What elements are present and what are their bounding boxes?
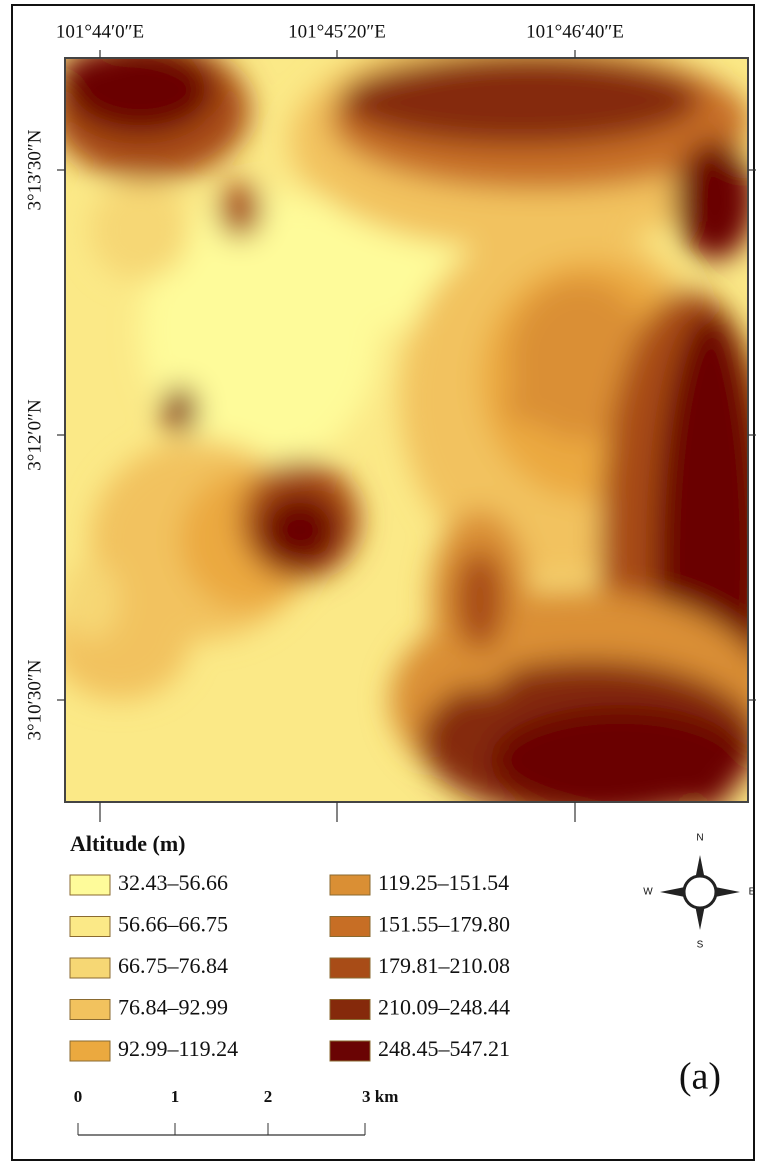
legend-swatch [70, 1000, 110, 1020]
legend-label: 179.81–210.08 [378, 953, 510, 978]
legend-label: 151.55–179.80 [378, 912, 510, 937]
scale-label: 3 km [362, 1087, 398, 1106]
latitude-label: 3°10′30″N [24, 659, 45, 740]
legend-swatch [330, 875, 370, 895]
legend-swatch [70, 875, 110, 895]
scale-bar [78, 1123, 365, 1135]
compass-s: S [697, 940, 704, 951]
legend-label: 32.43–56.66 [118, 870, 228, 895]
legend-label: 56.66–66.75 [118, 912, 228, 937]
relief-patch [340, 55, 700, 145]
compass-w: W [643, 887, 653, 898]
relief-patch [60, 560, 120, 640]
panel-label: (a) [679, 1056, 721, 1098]
scale-label: 0 [74, 1087, 83, 1106]
elevation-raster [50, 30, 758, 820]
relief-patch [218, 182, 262, 238]
relief-patch [455, 550, 505, 650]
compass: N S W E [643, 833, 755, 951]
latitude-label: 3°12′0″N [24, 399, 45, 471]
latitude-label: 3°13′30″N [24, 129, 45, 210]
scale-label: 1 [171, 1087, 180, 1106]
legend-label: 119.25–151.54 [378, 870, 509, 895]
legend-label: 248.45–547.21 [378, 1036, 510, 1061]
legend-swatch [330, 917, 370, 937]
longitude-label: 101°45′20″E [288, 21, 386, 42]
legend: 32.43–56.66 56.66–66.75 66.75–76.84 76.84–9… [70, 870, 510, 1061]
compass-e: E [749, 887, 756, 898]
relief-patch [505, 387, 545, 423]
relief-patch [675, 140, 755, 260]
legend-label: 76.84–92.99 [118, 995, 228, 1020]
relief-patch [162, 386, 198, 434]
longitude-label: 101°44′0″E [56, 21, 144, 42]
legend-label: 92.99–119.24 [118, 1036, 238, 1061]
longitude-label: 101°46′40″E [526, 21, 624, 42]
legend-swatch [330, 1000, 370, 1020]
scale-label: 2 [264, 1087, 273, 1106]
legend-swatch [330, 958, 370, 978]
legend-swatch [330, 1041, 370, 1061]
relief-patch [260, 492, 340, 568]
legend-label: 66.75–76.84 [118, 953, 228, 978]
legend-label: 210.09–248.44 [378, 995, 510, 1020]
compass-n: N [696, 833, 703, 844]
legend-swatch [70, 1041, 110, 1061]
relief-patch [490, 705, 750, 815]
legend-swatch [70, 917, 110, 937]
legend-swatch [70, 958, 110, 978]
relief-patch [90, 180, 190, 280]
map-figure: 101°44′0″E 101°45′20″E 101°46′40″E 3°13′… [0, 0, 758, 1164]
legend-title: Altitude (m) [70, 831, 185, 856]
